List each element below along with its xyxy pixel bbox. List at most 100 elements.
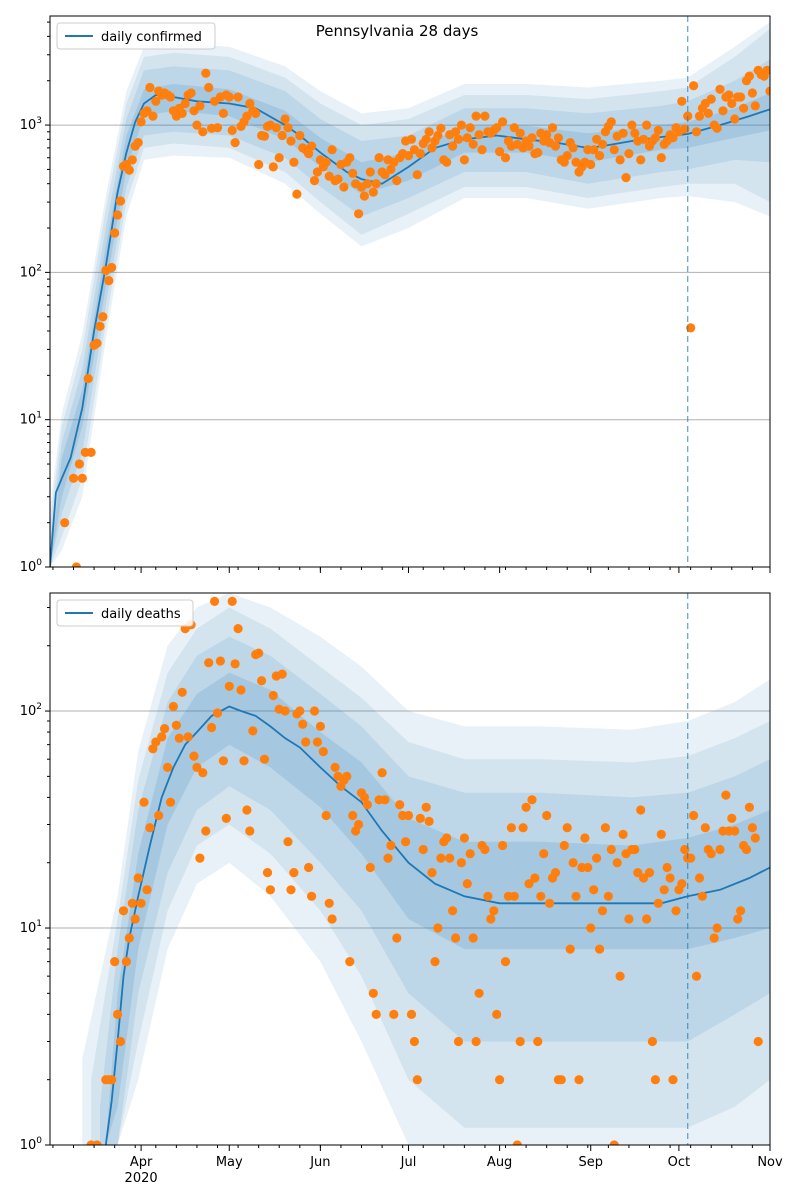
data-point bbox=[233, 92, 243, 102]
data-point bbox=[680, 844, 690, 855]
data-point bbox=[136, 117, 146, 127]
data-point bbox=[421, 802, 431, 812]
data-point bbox=[498, 117, 508, 127]
data-point bbox=[95, 321, 105, 331]
data-point bbox=[83, 374, 93, 384]
data-point bbox=[712, 923, 722, 933]
data-point bbox=[412, 170, 422, 180]
data-point bbox=[565, 944, 575, 954]
data-point bbox=[609, 1140, 619, 1145]
data-point bbox=[212, 708, 223, 718]
data-point bbox=[706, 94, 716, 104]
data-point bbox=[653, 125, 663, 135]
data-point bbox=[142, 885, 152, 895]
data-point bbox=[274, 153, 284, 163]
data-point bbox=[547, 123, 558, 133]
data-point bbox=[107, 262, 117, 273]
data-point bbox=[615, 155, 625, 165]
plot-area bbox=[50, 22, 770, 567]
data-point bbox=[207, 722, 217, 733]
data-point bbox=[60, 518, 70, 528]
y-tick-label: 100 bbox=[20, 558, 43, 575]
data-point bbox=[221, 813, 231, 824]
data-point bbox=[148, 111, 158, 121]
x-tick-label: May bbox=[216, 1155, 243, 1170]
x-tick-label: Oct bbox=[668, 1155, 690, 1170]
data-point bbox=[415, 813, 425, 824]
data-point bbox=[380, 170, 390, 180]
data-point bbox=[586, 159, 596, 170]
data-point bbox=[230, 138, 240, 148]
data-point bbox=[621, 173, 631, 183]
data-point bbox=[401, 837, 411, 847]
legend-label: daily confirmed bbox=[101, 30, 202, 45]
data-point bbox=[236, 685, 246, 695]
data-point bbox=[145, 823, 155, 833]
data-point bbox=[453, 1036, 464, 1047]
data-point bbox=[633, 868, 643, 878]
data-point bbox=[586, 923, 596, 933]
x-tick-label: Apr bbox=[130, 1155, 153, 1170]
data-point bbox=[542, 130, 552, 140]
plot-area bbox=[50, 593, 770, 1145]
data-point bbox=[471, 111, 481, 121]
data-point bbox=[712, 123, 722, 133]
data-point bbox=[418, 844, 428, 855]
data-point bbox=[480, 844, 490, 855]
data-point bbox=[477, 145, 487, 155]
data-point bbox=[283, 123, 293, 133]
y-tick-label: 101 bbox=[20, 411, 42, 428]
data-point bbox=[280, 114, 290, 124]
data-point bbox=[606, 844, 616, 855]
data-point bbox=[359, 792, 369, 803]
data-point bbox=[739, 103, 749, 113]
data-point bbox=[86, 447, 96, 457]
data-point bbox=[277, 669, 287, 679]
data-point bbox=[574, 1075, 584, 1085]
data-point bbox=[403, 810, 414, 821]
data-point bbox=[362, 800, 372, 810]
data-point bbox=[515, 1036, 525, 1047]
data-point bbox=[453, 134, 464, 144]
data-point bbox=[642, 914, 652, 924]
axes-frame bbox=[49, 592, 771, 1146]
data-point bbox=[342, 771, 352, 782]
data-point bbox=[145, 82, 155, 93]
data-point bbox=[321, 157, 331, 167]
data-point bbox=[489, 906, 499, 916]
data-point bbox=[597, 906, 608, 916]
data-point bbox=[354, 209, 364, 219]
data-point bbox=[165, 797, 176, 807]
data-point bbox=[647, 1036, 658, 1047]
data-point bbox=[509, 891, 519, 901]
x-tick-label: Jun bbox=[309, 1155, 330, 1170]
data-point bbox=[359, 191, 369, 201]
data-point bbox=[92, 1140, 102, 1145]
data-point bbox=[653, 898, 663, 908]
data-point bbox=[445, 853, 455, 863]
data-point bbox=[436, 123, 446, 133]
data-point bbox=[612, 858, 622, 868]
data-point bbox=[201, 68, 211, 78]
data-point bbox=[433, 130, 443, 141]
data-point bbox=[348, 168, 358, 178]
data-point bbox=[392, 176, 402, 186]
data-point bbox=[730, 826, 740, 836]
data-point bbox=[174, 733, 184, 743]
data-point bbox=[662, 862, 672, 873]
data-point bbox=[183, 732, 193, 742]
data-point bbox=[456, 120, 466, 130]
data-point bbox=[218, 108, 228, 118]
data-point bbox=[327, 914, 337, 924]
data-point bbox=[492, 1009, 502, 1020]
data-point bbox=[257, 676, 267, 686]
data-point bbox=[527, 795, 537, 805]
data-point bbox=[474, 130, 484, 140]
data-point bbox=[689, 810, 699, 821]
data-point bbox=[524, 141, 534, 151]
data-point bbox=[215, 656, 225, 666]
data-point bbox=[618, 128, 628, 138]
data-point bbox=[368, 988, 378, 998]
data-point bbox=[165, 92, 176, 102]
